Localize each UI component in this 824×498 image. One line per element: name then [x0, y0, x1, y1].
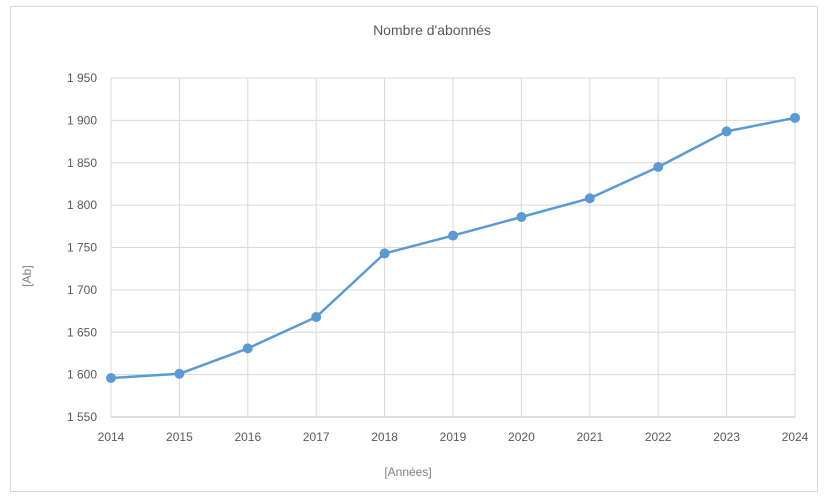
- y-tick-label: 1 850: [67, 156, 97, 170]
- x-tick-label: 2021: [576, 430, 603, 444]
- x-tick-label: 2023: [713, 430, 740, 444]
- x-tick-label: 2015: [166, 430, 193, 444]
- y-tick-label: 1 600: [67, 368, 97, 382]
- x-axis-label: [Années]: [384, 465, 431, 479]
- x-tick-label: 2020: [508, 430, 535, 444]
- data-point: [790, 112, 800, 123]
- y-tick-label: 1 750: [67, 241, 97, 255]
- tick-labels-layer: 1 550 1 600 1 650 1 700 1 750 1 800 1 850 1 900…: [67, 71, 809, 444]
- grid-layer: [110, 77, 796, 418]
- x-tick-label: 2017: [303, 430, 330, 444]
- y-tick-label: 1 650: [67, 325, 97, 339]
- data-point: [311, 311, 322, 322]
- x-tick-label: 2014: [98, 430, 125, 444]
- data-point: [106, 373, 116, 384]
- axes-layer: [110, 78, 795, 418]
- data-point: [242, 343, 253, 354]
- y-axis-label: [Ab]: [20, 265, 34, 286]
- y-tick-label: 1 800: [67, 198, 97, 212]
- y-tick-label: 1 900: [67, 113, 97, 127]
- x-tick-label: 2016: [234, 430, 261, 444]
- chart-title: Nombre d'abonnés: [373, 22, 491, 38]
- y-tick-label: 1 950: [67, 71, 97, 85]
- data-point: [721, 126, 732, 137]
- x-tick-label: 2019: [440, 430, 467, 444]
- data-point: [379, 248, 390, 259]
- x-tick-label: 2022: [645, 430, 672, 444]
- data-point: [584, 193, 595, 204]
- data-point: [516, 211, 527, 222]
- data-point: [448, 230, 458, 241]
- y-tick-label: 1 550: [67, 410, 97, 424]
- y-tick-label: 1 700: [67, 283, 97, 297]
- data-point: [174, 368, 185, 379]
- x-tick-label: 2024: [782, 430, 809, 444]
- series-layer: [106, 112, 800, 384]
- chart-frame: [10, 6, 818, 492]
- x-tick-label: 2018: [371, 430, 398, 444]
- data-point: [653, 161, 664, 172]
